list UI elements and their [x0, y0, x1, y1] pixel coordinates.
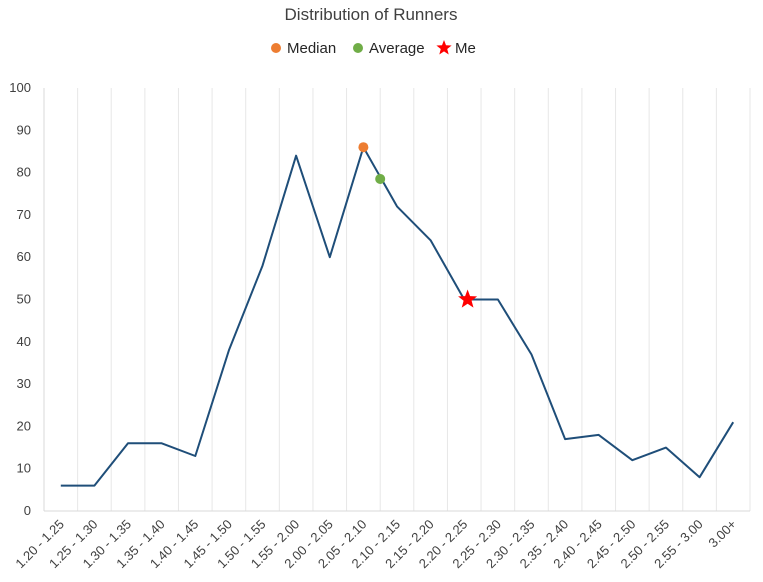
y-tick-label: 100 [9, 80, 31, 95]
y-tick-label: 40 [17, 334, 31, 349]
legend-median-icon [271, 43, 281, 53]
grid [77, 88, 751, 511]
x-axis-ticks: 1.20 - 1.251.25 - 1.301.30 - 1.351.35 - … [12, 517, 739, 572]
series-group [60, 146, 735, 487]
legend: Median Average Me [271, 40, 476, 57]
y-axis-ticks: 0 10 20 30 40 50 60 70 80 90 100 [9, 80, 31, 518]
legend-average-icon [353, 43, 363, 53]
y-tick-label: 0 [24, 503, 31, 518]
chart-title: Distribution of Runners [285, 5, 458, 24]
y-tick-label: 70 [17, 207, 31, 222]
legend-me-label: Me [455, 40, 476, 57]
y-tick-label: 50 [17, 292, 31, 307]
series-line [60, 146, 735, 487]
axes [43, 88, 750, 512]
legend-me-icon [436, 40, 452, 55]
y-tick-label: 80 [17, 165, 31, 180]
legend-median-label: Median [287, 40, 336, 57]
average-marker [375, 173, 386, 184]
y-tick-label: 10 [17, 461, 31, 476]
y-tick-label: 30 [17, 376, 31, 391]
y-tick-label: 90 [17, 122, 31, 137]
legend-average-label: Average [369, 40, 425, 57]
y-tick-label: 20 [17, 418, 31, 433]
x-tick-label: 3.00+ [705, 517, 739, 551]
y-tick-label: 60 [17, 249, 31, 264]
median-marker [358, 142, 369, 153]
me-marker [458, 289, 478, 308]
markers-group [358, 142, 478, 308]
